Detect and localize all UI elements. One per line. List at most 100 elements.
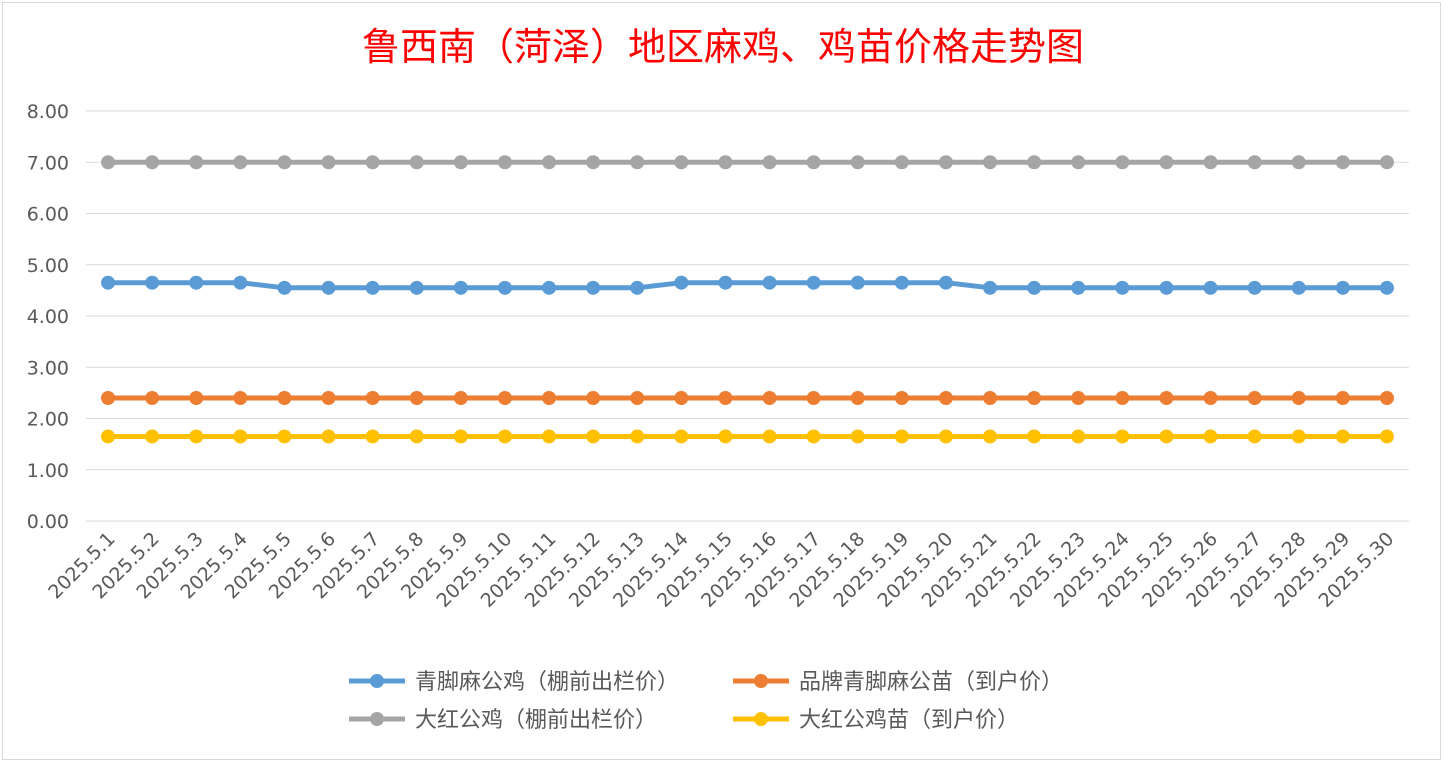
data-point [1379,429,1394,444]
data-point [145,275,160,290]
y-tick-label: 2.00 [27,409,69,431]
data-point [806,275,821,290]
data-point [674,275,689,290]
y-tick-label: 7.00 [27,152,69,174]
data-point [233,391,248,405]
data-point [718,155,733,170]
legend-item: 大红公鸡（棚前出栏价） [349,708,657,733]
data-point [806,429,821,444]
data-point [1291,280,1306,295]
data-point [1071,391,1086,405]
data-point [1027,391,1042,405]
y-tick-label: 5.00 [27,255,69,277]
data-point [850,391,865,405]
data-point [101,391,116,405]
data-point [1071,429,1086,444]
data-point [1335,391,1350,405]
data-point [1203,155,1218,170]
data-point [1247,155,1262,170]
data-point [1291,391,1306,405]
data-point [1071,280,1086,295]
data-point [718,429,733,444]
y-tick-label: 1.00 [27,460,69,482]
data-point [1335,429,1350,444]
series-lines [101,155,1394,444]
data-point [321,429,336,444]
data-point [894,391,909,405]
data-point [1115,391,1130,405]
data-point [1335,155,1350,170]
chart-title: 鲁西南（菏泽）地区麻鸡、鸡苗价格走势图 [362,25,1084,69]
legend-label: 大红公鸡苗（到户价） [799,708,1019,733]
data-point [630,280,645,295]
legend-swatch-marker [754,712,768,726]
data-point [497,280,512,295]
legend-item: 大红公鸡苗（到户价） [733,708,1019,733]
data-point [983,391,998,405]
data-point [1291,429,1306,444]
data-point [365,429,380,444]
data-point [321,155,336,170]
data-point [674,155,689,170]
y-tick-label: 4.00 [27,306,69,328]
data-point [762,275,777,290]
data-point [365,155,380,170]
data-point [674,429,689,444]
legend-label: 品牌青脚麻公苗（到户价） [799,670,1063,695]
data-point [762,391,777,405]
data-point [1159,391,1174,405]
data-point [630,429,645,444]
gridlines [86,110,1409,522]
data-point [983,155,998,170]
data-point [1379,280,1394,295]
data-point [409,391,424,405]
data-point [365,391,380,405]
data-point [497,155,512,170]
data-point [1027,155,1042,170]
data-point [497,391,512,405]
series-1 [101,275,1394,295]
data-point [1247,429,1262,444]
legend: 青脚麻公鸡（棚前出栏价） 品牌青脚麻公苗（到户价） 大红公鸡（棚前出栏价） 大红公鸡苗… [349,670,1063,733]
data-point [762,429,777,444]
data-point [850,155,865,170]
data-point [453,391,468,405]
data-point [1203,280,1218,295]
legend-item: 青脚麻公鸡（棚前出栏价） [349,670,679,695]
data-point [894,429,909,444]
x-axis-tick-labels: 2025.5.12025.5.22025.5.32025.5.42025.5.5… [44,528,1398,612]
data-point [321,391,336,405]
data-point [938,275,953,290]
data-point [938,391,953,405]
data-point [1247,391,1262,405]
data-point [365,280,380,295]
data-point [718,275,733,290]
data-point [1203,429,1218,444]
data-point [983,280,998,295]
data-point [321,280,336,295]
data-point [586,429,601,444]
data-point [453,280,468,295]
legend-label: 大红公鸡（棚前出栏价） [415,708,657,733]
data-point [1027,429,1042,444]
data-point [542,391,557,405]
data-point [1159,280,1174,295]
data-point [1115,429,1130,444]
y-axis-tick-labels: 0.00 1.00 2.00 3.00 4.00 5.00 6.00 7.00 8.00 [27,101,69,533]
data-point [233,429,248,444]
data-point [409,280,424,295]
series-3 [101,155,1394,170]
data-point [189,429,204,444]
data-point [1027,280,1042,295]
data-point [1115,280,1130,295]
data-point [409,429,424,444]
data-point [762,155,777,170]
legend-swatch-marker [370,674,384,688]
data-point [1379,155,1394,170]
data-point [1071,155,1086,170]
data-point [586,280,601,295]
data-point [409,155,424,170]
data-point [806,155,821,170]
data-point [277,391,292,405]
